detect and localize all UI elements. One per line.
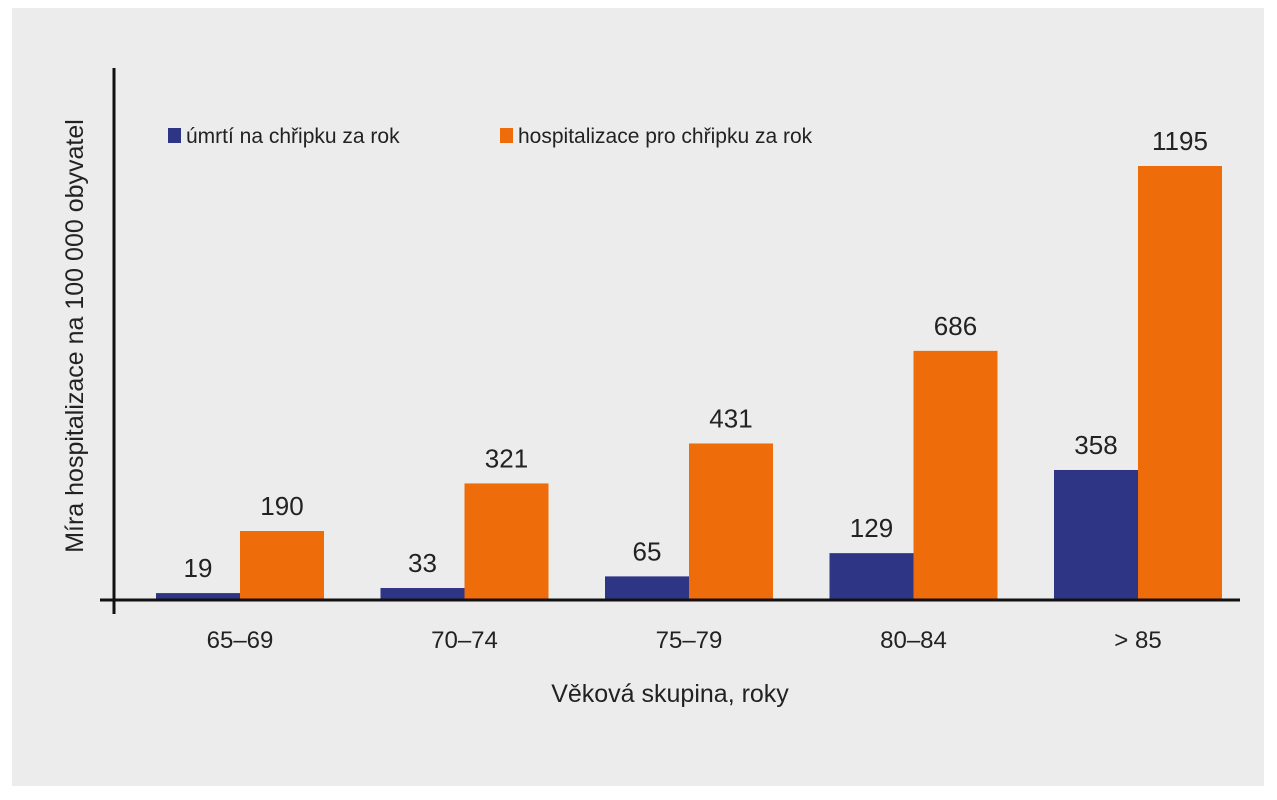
bar-deaths-70-74 (380, 588, 465, 600)
bar-hospitalizations-65-69 (240, 530, 324, 600)
value-labels-group: 19 190 33 321 65 431 129 686 358 1195 (184, 126, 1208, 583)
legend-swatch-deaths (168, 128, 181, 143)
bar-deaths-85 (1054, 469, 1138, 600)
legend-label-hospitalizations: hospitalizace pro chřipku za rok (518, 125, 813, 148)
value-label-deaths-85: 358 (1074, 430, 1117, 460)
x-tick-label-85: > 85 (1114, 627, 1161, 654)
bar-hospitalizations-85 (1138, 166, 1222, 600)
legend-label-deaths: úmrtí na chřipku za rok (186, 125, 400, 148)
x-tick-labels-group: 65–69 70–74 75–79 80–84 > 85 (207, 627, 1162, 654)
bar-deaths-75-79 (605, 576, 689, 600)
bar-hospitalizations-75-79 (689, 443, 773, 600)
value-label-deaths-75-79: 65 (633, 536, 662, 566)
bar-hospitalizations-70-74 (464, 483, 549, 600)
x-tick-label-75-79: 75–79 (656, 627, 723, 654)
value-label-hospitalizations-65-69: 190 (260, 491, 303, 521)
bar-deaths-65-69 (156, 593, 240, 600)
value-label-deaths-70-74: 33 (408, 548, 437, 578)
value-label-deaths-80-84: 129 (850, 513, 893, 543)
x-tick-label-65-69: 65–69 (207, 627, 274, 654)
legend-swatch-hospitalizations (500, 128, 513, 143)
value-label-deaths-65-69: 19 (184, 553, 213, 583)
chart-panel (12, 8, 1264, 786)
x-axis-title: Věková skupina, roky (551, 680, 789, 708)
bar-deaths-80-84 (829, 553, 914, 600)
legend: úmrtí na chřipku za rok hospitalizace pr… (168, 125, 813, 148)
bar-hospitalizations-80-84 (913, 350, 998, 600)
value-label-hospitalizations-75-79: 431 (709, 403, 752, 433)
x-tick-label-80-84: 80–84 (880, 627, 947, 654)
value-label-hospitalizations-85: 1195 (1152, 126, 1208, 156)
bars-group (156, 166, 1222, 600)
value-label-hospitalizations-80-84: 686 (934, 311, 977, 341)
x-tick-label-70-74: 70–74 (431, 627, 498, 654)
value-label-hospitalizations-70-74: 321 (485, 443, 528, 473)
y-axis-title: Míra hospitalizace na 100 000 obyvatel (61, 119, 89, 553)
